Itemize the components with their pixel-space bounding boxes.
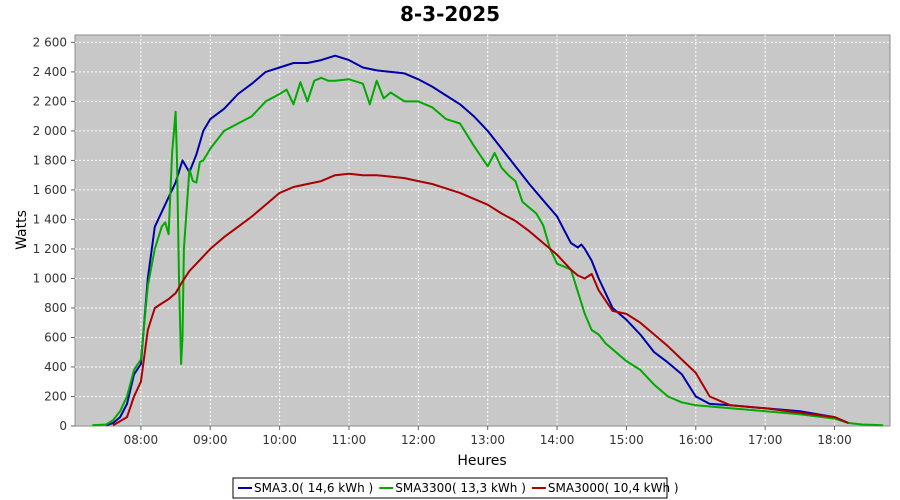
y-tick-label: 600 bbox=[44, 330, 67, 344]
y-tick-label: 2 400 bbox=[33, 65, 67, 79]
legend-entry-1: SMA3.0( 14,6 kWh ) bbox=[254, 481, 373, 495]
y-axis-ticks: 0 200 400 600 800 1 000 1 200 1 400 1 600 1 800 2 … bbox=[33, 35, 75, 433]
x-tick-label: 10:00 bbox=[262, 433, 297, 447]
y-axis-label: Watts bbox=[14, 210, 30, 250]
x-tick-label: 09:00 bbox=[193, 433, 228, 447]
x-tick-label: 14:00 bbox=[540, 433, 575, 447]
grid bbox=[75, 35, 890, 426]
y-tick-label: 1 400 bbox=[33, 212, 67, 226]
y-tick-label: 2 600 bbox=[33, 35, 67, 49]
x-tick-label: 18:00 bbox=[817, 433, 852, 447]
x-axis-label: Heures bbox=[457, 453, 506, 469]
legend-entry-3: SMA3000( 10,4 kWh ) bbox=[548, 481, 679, 495]
y-tick-label: 1 800 bbox=[33, 153, 67, 167]
x-tick-label: 12:00 bbox=[401, 433, 436, 447]
x-tick-label: 16:00 bbox=[678, 433, 713, 447]
legend-box bbox=[232, 477, 668, 499]
y-tick-label: 400 bbox=[44, 360, 67, 374]
x-tick-label: 17:00 bbox=[748, 433, 783, 447]
plot-area bbox=[74, 34, 891, 427]
chart-title: 8-3-2025 bbox=[400, 2, 500, 26]
x-tick-label: 08:00 bbox=[124, 433, 159, 447]
y-tick-label: 1 600 bbox=[33, 183, 67, 197]
y-tick-label: 2 000 bbox=[33, 124, 67, 138]
y-tick-label: 0 bbox=[59, 419, 67, 433]
series-line-2 bbox=[92, 76, 884, 427]
y-tick-label: 200 bbox=[44, 389, 67, 403]
y-tick-label: 1 200 bbox=[33, 242, 67, 256]
y-tick-label: 1 000 bbox=[33, 271, 67, 285]
legend: SMA3.0( 14,6 kWh ) SMA3300( 13,3 kWh ) SMA… bbox=[232, 477, 679, 499]
series-lines bbox=[92, 54, 884, 427]
legend-entry-2: SMA3300( 13,3 kWh ) bbox=[395, 481, 526, 495]
x-axis-ticks: 08:00 09:00 10:00 11:00 12:00 13:00 14:00 15:00… bbox=[124, 426, 852, 447]
y-tick-label: 2 200 bbox=[33, 94, 67, 108]
y-tick-label: 800 bbox=[44, 301, 67, 315]
series-line-3 bbox=[112, 172, 849, 427]
x-tick-label: 13:00 bbox=[470, 433, 505, 447]
x-tick-label: 15:00 bbox=[609, 433, 644, 447]
x-tick-label: 11:00 bbox=[332, 433, 367, 447]
